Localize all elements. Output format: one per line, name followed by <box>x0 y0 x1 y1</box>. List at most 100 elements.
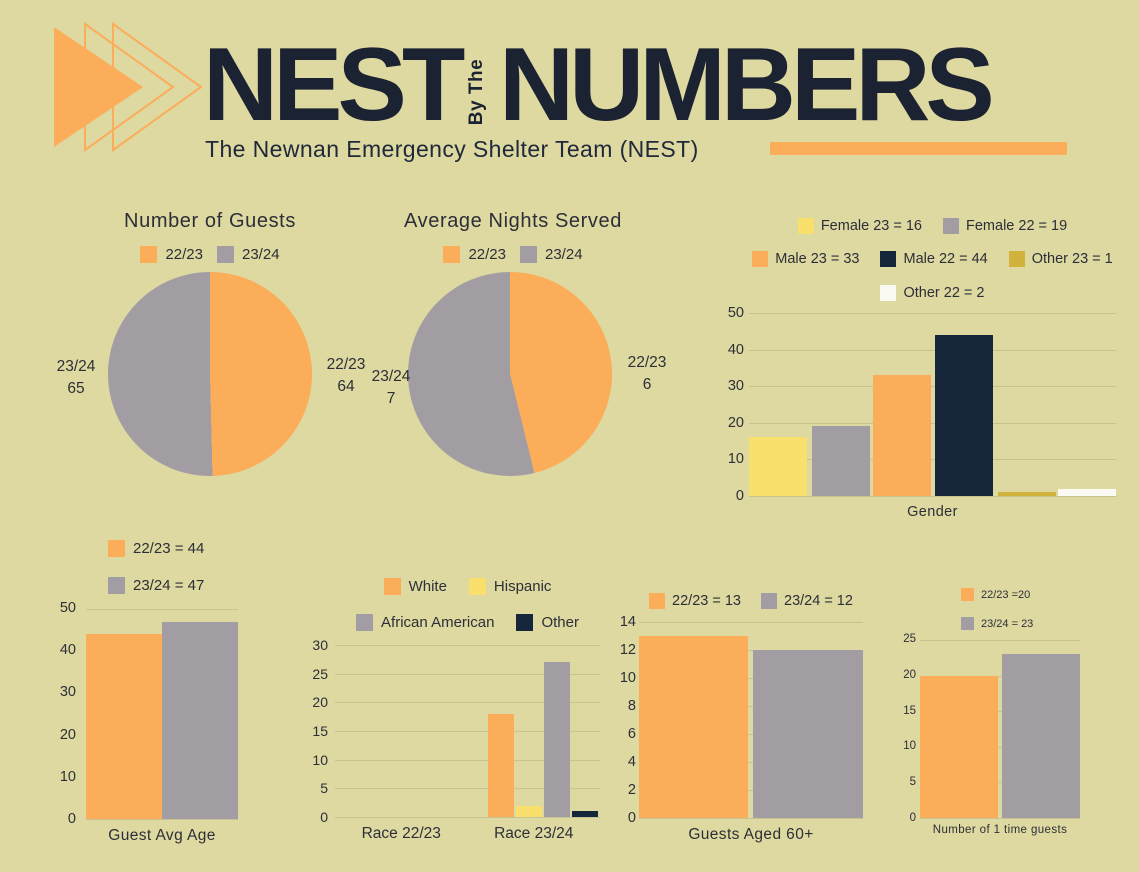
y-axis-labels: 25 20 15 10 5 0 <box>896 633 916 824</box>
pie-label-line: 22/23 <box>326 356 366 373</box>
legend-swatch-2223 <box>140 246 158 263</box>
bar-female-22 <box>812 426 870 496</box>
legend-label: White <box>408 578 447 595</box>
legend-label: 23/24 <box>545 246 583 263</box>
y-tick-label: 12 <box>619 642 636 658</box>
y-tick-label: 50 <box>727 305 744 321</box>
gridline <box>639 706 863 707</box>
pie-label-line: 64 <box>337 378 355 396</box>
x-axis-label: Gender <box>907 504 958 520</box>
legend-item-2223: 22/23 = 13 <box>649 593 741 609</box>
gridline <box>920 640 1080 641</box>
legend-label: 23/24 = 12 <box>784 593 853 609</box>
legend-label: Female 23 = 16 <box>820 218 922 234</box>
legend-row-3: Other 22 = 2 <box>749 285 1116 301</box>
bar-2324 <box>162 621 238 819</box>
legend-item-2324: 23/24 = 47 <box>108 577 204 594</box>
gender-plot <box>749 313 1116 497</box>
y-tick-label: 20 <box>312 694 328 711</box>
y-axis-labels: 14 12 10 8 6 4 2 0 <box>610 614 636 826</box>
legend-item-2223: 22/23 = 44 <box>108 540 204 557</box>
y-axis-labels: 50 40 30 20 10 0 <box>40 600 76 827</box>
gridline <box>749 313 1116 314</box>
y-tick-label: 15 <box>903 704 916 717</box>
legend-item-african-american: African American <box>356 614 494 631</box>
subtitle: The Newnan Emergency Shelter Team (NEST) <box>205 136 699 162</box>
bar-2324-white <box>488 713 514 817</box>
legend: 22/23 23/24 <box>343 246 683 263</box>
gridline <box>86 609 238 610</box>
gridline <box>639 678 863 679</box>
chart-average-nights-served: Average Nights Served 22/23 23/24 23/24 … <box>343 210 683 495</box>
logo-arrows-icon <box>54 22 203 152</box>
y-tick-label: 30 <box>727 378 744 395</box>
legend-swatch-african-american <box>356 614 374 631</box>
gridline <box>639 818 863 819</box>
gridline <box>86 819 238 820</box>
y-tick-label: 20 <box>727 414 744 431</box>
gridline <box>920 818 1080 819</box>
gridline <box>639 734 863 735</box>
chart-title: Number of Guests <box>124 210 296 232</box>
gridline <box>639 790 863 791</box>
legend-item-other: Other <box>516 614 579 631</box>
legend-swatch-2324 <box>217 246 234 263</box>
legend-item-2223: 22/23 =20 <box>961 588 1033 601</box>
legend-item-male-23: Male 23 = 33 <box>752 251 859 267</box>
legend-item-2324: 23/24 <box>217 246 280 263</box>
y-tick-label: 14 <box>619 614 636 630</box>
chart-number-of-guests: Number of Guests 22/23 23/24 23/24 65 22… <box>40 210 380 495</box>
legend: 22/23 23/24 <box>40 246 380 263</box>
y-tick-label: 10 <box>312 751 328 768</box>
legend-swatch-2223 <box>649 593 666 609</box>
legend-label: 23/24 = 47 <box>133 577 205 594</box>
legend-label: 22/23 =20 <box>981 588 1031 601</box>
chart-title: Average Nights Served <box>404 210 622 232</box>
y-tick-label: 0 <box>67 810 76 827</box>
legend-label: 22/23 <box>468 246 506 263</box>
legend: 22/23 =20 23/24 = 23 <box>961 588 1033 630</box>
gridline <box>920 675 1080 677</box>
y-tick-label: 0 <box>735 487 744 504</box>
legend-swatch-hispanic <box>468 578 486 595</box>
y-tick-label: 20 <box>903 668 916 681</box>
x-axis-label: Guests Aged 60+ <box>688 826 814 843</box>
y-tick-label: 10 <box>619 670 636 686</box>
y-tick-label: 5 <box>909 776 916 789</box>
y-tick-label: 4 <box>627 754 636 770</box>
y-tick-label: 50 <box>59 600 76 616</box>
gridline <box>335 788 600 790</box>
legend-item-other-23: Other 23 = 1 <box>1008 251 1113 267</box>
pie-label-2223: 22/23 6 <box>609 352 685 397</box>
bar-2223 <box>639 636 748 818</box>
group-label-race-2324: Race 23/24 <box>494 825 574 842</box>
y-tick-label: 10 <box>727 451 744 468</box>
gridline <box>749 422 1116 424</box>
y-tick-label: 10 <box>903 740 916 753</box>
x-axis-label: Guest Avg Age <box>108 827 216 844</box>
y-axis-labels: 30 25 20 15 10 5 0 <box>300 637 328 825</box>
legend-swatch-2223 <box>108 540 125 557</box>
gridline <box>335 731 600 732</box>
pie-number-of-guests <box>108 272 312 476</box>
legend-label: 22/23 = 44 <box>133 540 205 557</box>
legend: 22/23 = 13 23/24 = 12 <box>639 593 863 609</box>
one-time-plot <box>920 640 1080 819</box>
pie-label-2324: 23/24 65 <box>40 356 112 401</box>
gridline <box>639 650 863 651</box>
pie-average-nights <box>408 272 612 476</box>
bar-2324-other <box>572 811 598 817</box>
y-tick-label: 5 <box>320 780 328 797</box>
legend-swatch-white <box>383 578 401 595</box>
pie-label-line: 23/24 <box>371 368 411 385</box>
accent-bar <box>770 142 1067 155</box>
gridline <box>639 762 863 763</box>
y-tick-label: 25 <box>903 633 916 645</box>
legend-label: 22/23 = 13 <box>672 593 741 609</box>
y-axis-labels: 50 40 30 20 10 0 <box>710 305 744 504</box>
legend-swatch-female-22 <box>943 218 959 234</box>
bar-other-23 <box>998 492 1056 496</box>
pie-label-2324: 23/24 7 <box>355 366 427 411</box>
gridline <box>749 496 1116 497</box>
y-tick-label: 8 <box>627 698 636 714</box>
